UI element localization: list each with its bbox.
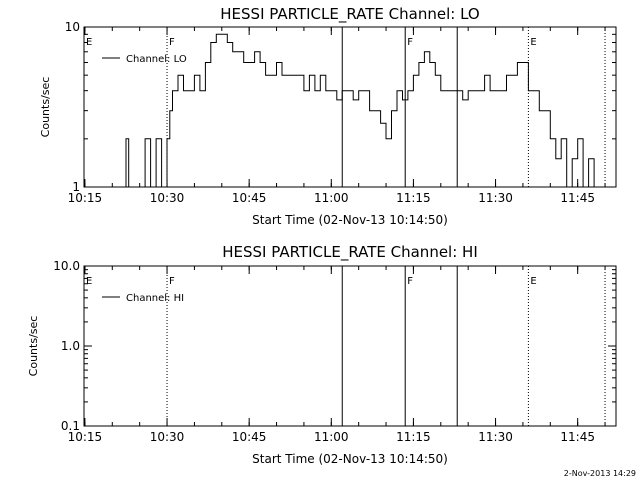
y-tick-label: 1.0 <box>61 339 80 353</box>
x-tick-label: 10:15 <box>68 430 103 444</box>
x-axis-label: Start Time (02-Nov-13 10:14:50) <box>252 452 448 466</box>
flag-label: E <box>86 37 92 48</box>
x-tick-label: 10:30 <box>150 430 185 444</box>
chart-panel-1: HESSI PARTICLE_RATE Channel: LO Counts/se… <box>39 5 617 227</box>
flag-label: F <box>169 37 175 48</box>
x-tick-label: 11:30 <box>478 191 513 205</box>
y-tick-label: 1 <box>72 180 80 194</box>
x-tick-label: 11:45 <box>560 191 595 205</box>
flag-label: E <box>86 276 92 287</box>
flag-label: F <box>407 37 413 48</box>
x-tick-label: 10:30 <box>150 191 185 205</box>
x-tick-label: 10:15 <box>68 191 103 205</box>
legend-label: Channel: HI <box>126 293 184 304</box>
y-tick-label: 10 <box>65 20 80 34</box>
y-tick-label: 10.0 <box>53 259 80 273</box>
x-tick-label: 10:45 <box>232 430 267 444</box>
data-series-line <box>123 33 597 188</box>
plot-frame <box>83 265 617 427</box>
x-tick-label: 11:00 <box>314 191 349 205</box>
y-axis-label: Counts/sec <box>27 316 40 377</box>
flag-label: F <box>407 276 413 287</box>
footer-timestamp: 2-Nov-2013 14:29 <box>564 469 636 478</box>
flag-label: F <box>169 276 175 287</box>
chart-title: HESSI PARTICLE_RATE Channel: HI <box>222 243 478 262</box>
y-tick-label: 0.1 <box>61 419 80 433</box>
flag-label: E <box>530 37 536 48</box>
plot-frame <box>83 26 617 188</box>
y-axis-label: Counts/sec <box>39 77 52 138</box>
x-tick-label: 11:15 <box>396 430 431 444</box>
x-axis-label: Start Time (02-Nov-13 10:14:50) <box>252 213 448 227</box>
chart-title: HESSI PARTICLE_RATE Channel: LO <box>220 5 479 24</box>
x-tick-label: 11:15 <box>396 191 431 205</box>
flag-label: E <box>530 276 536 287</box>
x-tick-label: 10:45 <box>232 191 267 205</box>
x-tick-label: 11:30 <box>478 430 513 444</box>
x-tick-label: 11:00 <box>314 430 349 444</box>
chart-panel-2: HESSI PARTICLE_RATE Channel: HI Counts/se… <box>27 243 617 466</box>
legend-label: Channel: LO <box>126 54 187 65</box>
x-tick-label: 11:45 <box>560 430 595 444</box>
